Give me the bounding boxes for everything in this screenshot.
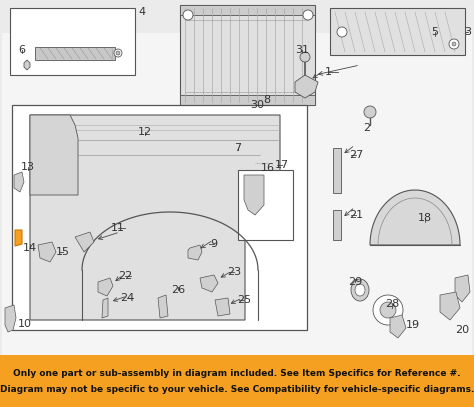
Polygon shape xyxy=(30,115,78,195)
Polygon shape xyxy=(15,230,22,246)
Text: 2: 2 xyxy=(364,123,371,133)
Text: 29: 29 xyxy=(348,277,362,287)
Bar xyxy=(180,95,315,105)
Polygon shape xyxy=(370,190,460,245)
Text: 12: 12 xyxy=(138,127,152,137)
Text: 8: 8 xyxy=(264,95,271,105)
Polygon shape xyxy=(390,315,406,338)
Circle shape xyxy=(337,27,347,37)
Polygon shape xyxy=(14,172,24,192)
Polygon shape xyxy=(215,298,230,316)
Ellipse shape xyxy=(355,284,365,296)
Text: 5: 5 xyxy=(431,27,438,37)
Polygon shape xyxy=(24,60,30,70)
Text: 13: 13 xyxy=(21,162,35,172)
Text: 31: 31 xyxy=(295,45,309,55)
Text: 18: 18 xyxy=(418,213,432,223)
Text: Only one part or sub-assembly in diagram included. See Item Specifics for Refere: Only one part or sub-assembly in diagram… xyxy=(13,368,461,378)
Bar xyxy=(238,170,293,240)
Text: 24: 24 xyxy=(120,293,134,303)
Text: 23: 23 xyxy=(227,267,241,277)
Text: 27: 27 xyxy=(349,150,363,160)
Polygon shape xyxy=(102,298,108,318)
Text: 11: 11 xyxy=(111,223,125,233)
Ellipse shape xyxy=(351,279,369,301)
Bar xyxy=(180,5,315,105)
Polygon shape xyxy=(188,245,202,260)
Bar xyxy=(0,355,474,407)
Bar xyxy=(10,8,135,75)
Bar xyxy=(180,5,315,15)
Circle shape xyxy=(116,51,120,55)
Bar xyxy=(333,148,341,193)
Text: 7: 7 xyxy=(235,143,242,153)
Circle shape xyxy=(303,10,313,20)
Polygon shape xyxy=(30,115,280,320)
Circle shape xyxy=(183,10,193,20)
Polygon shape xyxy=(98,278,113,296)
Circle shape xyxy=(449,39,459,49)
Circle shape xyxy=(373,295,403,325)
Bar xyxy=(12,105,307,330)
Circle shape xyxy=(380,302,396,318)
Circle shape xyxy=(452,42,456,46)
Polygon shape xyxy=(244,175,264,215)
Text: 15: 15 xyxy=(56,247,70,257)
Circle shape xyxy=(300,52,310,62)
Text: 6: 6 xyxy=(18,45,26,55)
Text: 30: 30 xyxy=(250,100,264,110)
Bar xyxy=(35,47,115,60)
Text: 21: 21 xyxy=(349,210,363,220)
Text: 28: 28 xyxy=(385,299,399,309)
Bar xyxy=(330,8,465,55)
Circle shape xyxy=(114,49,122,57)
Polygon shape xyxy=(5,305,16,332)
Circle shape xyxy=(364,106,376,118)
Polygon shape xyxy=(38,242,56,262)
Polygon shape xyxy=(158,295,168,318)
Text: 10: 10 xyxy=(18,319,32,329)
Text: 25: 25 xyxy=(237,295,251,305)
Bar xyxy=(252,155,274,205)
Text: 17: 17 xyxy=(275,160,289,170)
Text: 22: 22 xyxy=(118,271,132,281)
Polygon shape xyxy=(440,292,460,320)
Text: 1: 1 xyxy=(325,67,331,77)
Bar xyxy=(2,33,472,373)
Text: 14: 14 xyxy=(23,243,37,253)
Bar xyxy=(333,210,341,240)
Text: Diagram may not be specific to your vehicle. See Compatibility for vehicle-speci: Diagram may not be specific to your vehi… xyxy=(0,385,474,394)
Text: 9: 9 xyxy=(210,239,218,249)
Text: 3: 3 xyxy=(465,27,472,37)
Text: 19: 19 xyxy=(406,320,420,330)
Text: 20: 20 xyxy=(455,325,469,335)
Text: 16: 16 xyxy=(261,163,275,173)
Bar xyxy=(238,152,248,166)
Polygon shape xyxy=(295,75,318,98)
Polygon shape xyxy=(75,232,94,252)
Polygon shape xyxy=(200,275,218,292)
Text: 4: 4 xyxy=(138,7,146,17)
Polygon shape xyxy=(455,275,470,302)
Text: 26: 26 xyxy=(171,285,185,295)
